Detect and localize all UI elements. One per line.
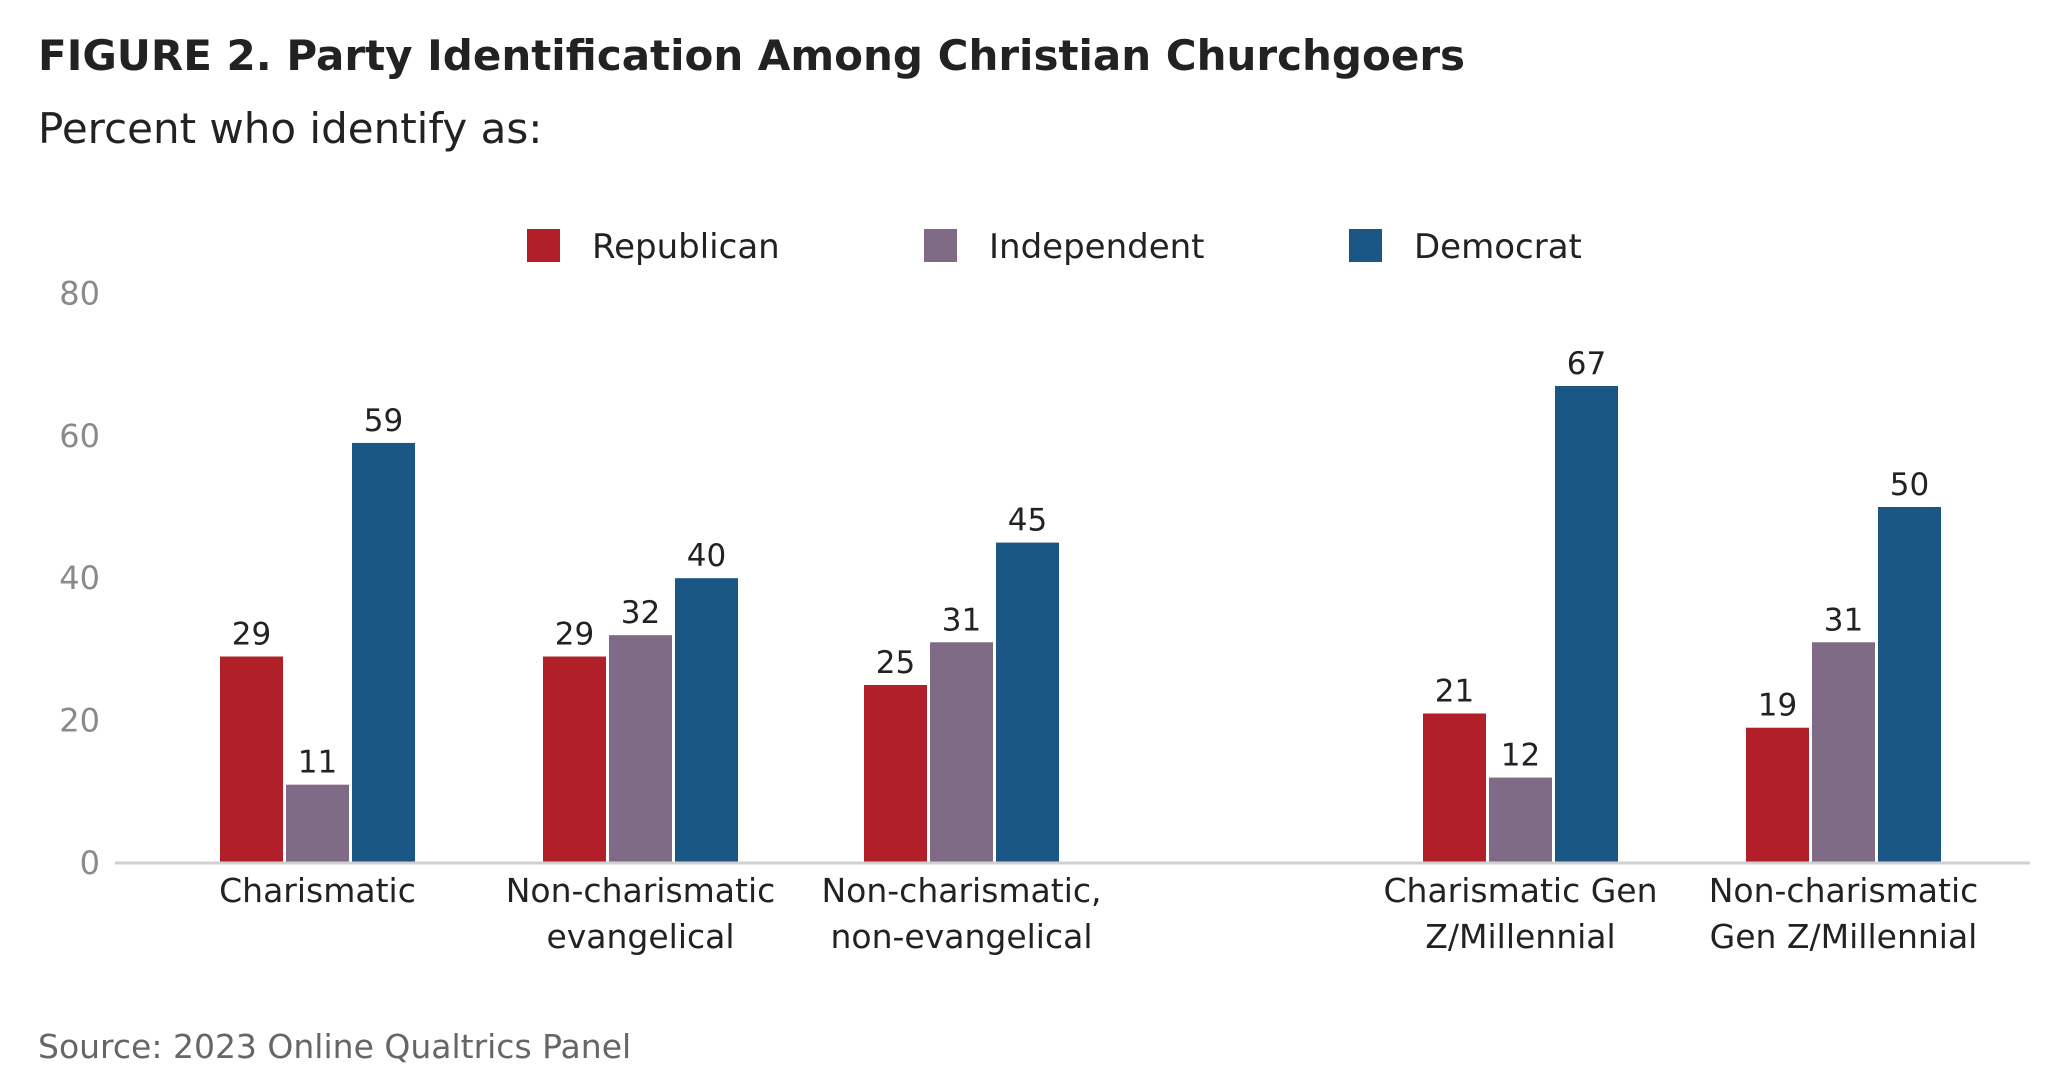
data-label: 12 [1501,738,1540,774]
x-tick-label: Charismatic [219,871,416,910]
data-label: 31 [942,602,981,638]
y-tick-label: 60 [59,417,100,455]
chart-title: FIGURE 2. Party Identification Among Chr… [38,31,1465,80]
bar-republican [220,656,283,863]
data-label: 67 [1567,346,1606,382]
bar-democrat [1555,385,1618,863]
y-tick-label: 0 [80,844,100,882]
source-note: Source: 2023 Online Qualtrics Panel [38,1027,631,1066]
data-label: 21 [1435,673,1474,709]
bar-republican [1423,713,1486,863]
y-tick-label: 40 [59,559,100,597]
bar-independent [286,784,349,863]
data-label: 29 [232,617,271,653]
x-tick-label: Non-charismatic evangelical [506,871,776,956]
bar-democrat [1878,507,1941,863]
bar-independent [1489,777,1552,863]
data-label: 40 [687,538,726,574]
x-tick-label: Charismatic Gen Z/Millennial [1383,871,1657,956]
bar-democrat [675,578,738,863]
y-tick-label: 20 [59,702,100,740]
data-label: 50 [1890,467,1929,503]
x-tick-label: Non-charismatic, non-evangelical [821,871,1101,956]
bar-republican [543,656,606,863]
data-label: 59 [364,403,403,439]
plot-area: 29 11 59 29 32 40 25 31 45 21 12 67 19 31 50 [220,346,1941,863]
x-tick-label: Non-charismatic Gen Z/Millennial [1709,871,1979,956]
legend-label-republican: Republican [592,227,780,267]
data-label: 32 [621,595,660,631]
legend-swatch-democrat [1349,229,1382,262]
data-label: 25 [876,645,915,681]
legend-label-democrat: Democrat [1414,227,1582,267]
data-label: 45 [1008,503,1047,539]
x-axis: Charismatic Non-charismatic evangelical Non… [219,871,1978,956]
y-axis: 0 20 40 60 80 [59,274,100,882]
bar-democrat [352,442,415,863]
legend-swatch-independent [924,229,957,262]
bar-independent [609,635,672,863]
bar-republican [864,685,927,863]
legend: Republican Independent Democrat [527,227,1582,267]
bar-democrat [996,542,1059,863]
data-label: 19 [1758,688,1797,724]
chart-subtitle: Percent who identify as: [38,104,542,153]
legend-label-independent: Independent [989,227,1205,267]
legend-swatch-republican [527,229,560,262]
bar-republican [1746,727,1809,863]
y-tick-label: 80 [59,274,100,312]
data-label: 29 [555,617,594,653]
data-label: 31 [1824,602,1863,638]
data-label: 11 [298,745,337,781]
bar-independent [930,642,993,863]
bar-independent [1812,642,1875,863]
